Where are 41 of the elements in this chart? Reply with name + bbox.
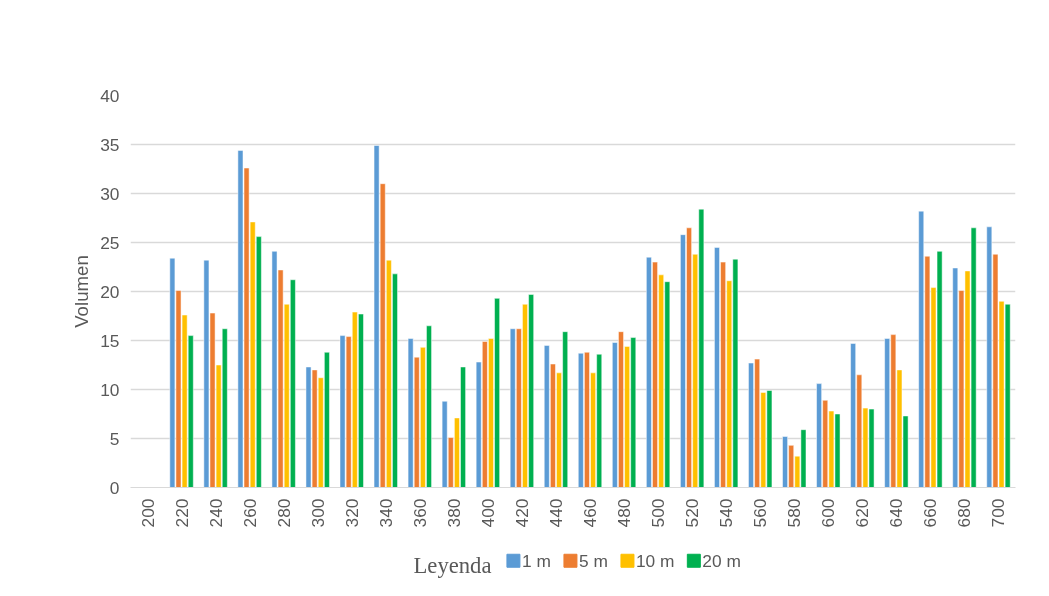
x-tick-label: 420	[511, 498, 532, 528]
x-tick-label: 480	[614, 498, 635, 528]
x-tick-label: 440	[545, 498, 566, 528]
x-tick-label: 660	[920, 498, 941, 528]
x-tick-label: 360	[409, 498, 430, 528]
x-tick-label: 200	[137, 498, 158, 528]
x-tick-label: 260	[239, 498, 260, 528]
legend-label: 1 m	[521, 550, 551, 571]
x-tick-label: 340	[375, 498, 396, 528]
x-tick-label: 220	[171, 498, 192, 528]
x-tick-label: 380	[443, 498, 464, 528]
x-tick-label: 280	[273, 498, 294, 528]
x-tick-label: 620	[852, 498, 873, 528]
x-tick-label: 540	[716, 498, 737, 528]
legend-label: 10 m	[635, 550, 675, 571]
x-tick-label: 600	[818, 498, 839, 528]
x-tick-label: 300	[307, 498, 328, 528]
x-tick-label: 580	[784, 498, 805, 528]
legend-label: 5 m	[578, 550, 608, 571]
x-tick-label: 460	[580, 498, 601, 528]
x-tick-label: 500	[648, 498, 669, 528]
y-tick-label: 40	[100, 85, 120, 106]
x-tick-label: 320	[341, 498, 362, 528]
x-tick-label: 680	[954, 498, 975, 528]
x-tick-label: 400	[477, 498, 498, 528]
y-tick-label: 30	[100, 183, 120, 204]
y-tick-label: 20	[100, 281, 120, 302]
y-axis-title: Volumen	[71, 255, 93, 328]
y-tick-label: 0	[109, 477, 120, 498]
y-tick-label: 5	[109, 428, 120, 449]
y-tick-label: 35	[100, 134, 120, 155]
y-tick-label: 10	[100, 379, 120, 400]
legend-label: 20 m	[702, 550, 741, 571]
x-tick-label: 240	[205, 498, 226, 528]
x-tick-label: 520	[682, 498, 703, 528]
legend-title: Leyenda	[413, 552, 492, 578]
x-tick-label: 560	[750, 498, 771, 528]
y-tick-label: 25	[100, 232, 120, 253]
x-tick-label: 640	[886, 498, 907, 528]
y-tick-label: 15	[100, 330, 120, 351]
x-tick-label: 700	[988, 498, 1009, 528]
